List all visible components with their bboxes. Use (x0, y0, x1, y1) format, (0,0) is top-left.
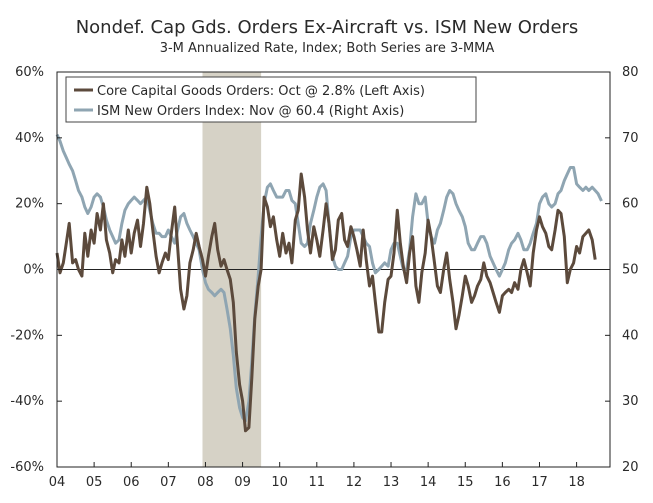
x-tick-label: 06 (123, 475, 140, 490)
left-tick-label: 0% (23, 263, 44, 278)
right-tick-label: 60 (622, 197, 639, 212)
x-tick-label: 08 (197, 475, 214, 490)
left-tick-label: -40% (10, 394, 44, 409)
x-tick-label: 13 (383, 475, 400, 490)
legend-label-ism: ISM New Orders Index: Nov @ 60.4 (Right … (97, 104, 404, 119)
x-tick-label: 05 (86, 475, 103, 490)
right-tick-label: 40 (622, 328, 639, 343)
x-tick-label: 15 (457, 475, 474, 490)
legend-label-core: Core Capital Goods Orders: Oct @ 2.8% (L… (97, 84, 425, 99)
right-tick-label: 50 (622, 263, 639, 278)
x-tick-label: 18 (568, 475, 585, 490)
right-tick-label: 20 (622, 460, 639, 475)
core-capital-goods-line (55, 172, 597, 433)
legend-box (65, 76, 477, 123)
left-tick-label: 20% (15, 197, 44, 212)
x-tick-label: 04 (49, 475, 66, 490)
x-tick-label: 16 (494, 475, 511, 490)
x-tick-label: 14 (420, 475, 437, 490)
left-tick-label: 60% (15, 65, 44, 80)
x-tick-label: 11 (309, 475, 326, 490)
left-tick-label: -20% (10, 328, 44, 343)
left-tick-label: -60% (10, 460, 44, 475)
x-tick-label: 07 (160, 475, 177, 490)
x-tick-label: 12 (346, 475, 363, 490)
x-tick-label: 09 (234, 475, 251, 490)
x-tick-label: 10 (271, 475, 288, 490)
right-tick-label: 70 (622, 131, 639, 146)
left-tick-label: 40% (15, 131, 44, 146)
chart-subtitle: 3-M Annualized Rate, Index; Both Series … (160, 41, 495, 56)
chart-title: Nondef. Cap Gds. Orders Ex-Aircraft vs. … (76, 17, 579, 38)
right-tick-label: 30 (622, 394, 639, 409)
legend: Core Capital Goods Orders: Oct @ 2.8% (L… (65, 76, 477, 123)
x-tick-label: 17 (531, 475, 548, 490)
right-tick-label: 80 (622, 65, 639, 80)
